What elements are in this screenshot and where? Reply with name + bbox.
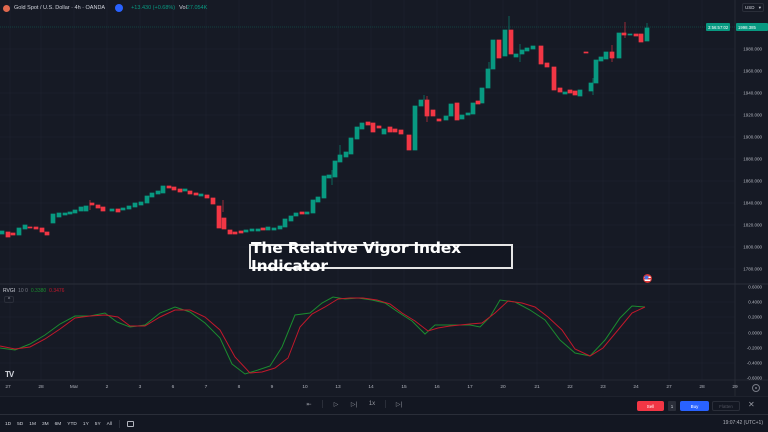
divider <box>119 420 120 428</box>
time-axis-label: 8 <box>237 385 241 390</box>
time-axis-label: 24 <box>633 385 639 390</box>
clock-timezone[interactable]: 19:07:42 (UTC+1) <box>722 420 763 426</box>
gold-symbol-icon <box>3 4 10 12</box>
visibility-eye-icon[interactable] <box>115 4 124 12</box>
time-axis-label: 9 <box>270 385 274 390</box>
replay-controls: ⇤ ▷ ▷| 1x ▷| <box>304 400 404 408</box>
range-5y[interactable]: 5Y <box>94 421 101 427</box>
countdown-tag: 3:56:57:02 <box>706 23 731 31</box>
divider <box>385 400 386 408</box>
time-axis-label: 20 <box>500 385 506 390</box>
price-axis-label: 1940.000 <box>743 90 762 96</box>
time-axis-label: 2 <box>105 385 109 390</box>
chart-settings-icon[interactable] <box>752 384 760 392</box>
time-axis-label: 27 <box>666 385 672 390</box>
time-axis-label: 10 <box>302 385 308 390</box>
buy-button[interactable]: Buy <box>680 401 709 411</box>
symbol-title[interactable]: Gold Spot / U.S. Dollar · 4h · OANDA <box>14 5 106 11</box>
rvgi-axis-label: 0.0000 <box>748 330 762 336</box>
rvgi-line <box>0 296 646 375</box>
bottom-toolbar: 1D 5D 1M 3M 6M YTD 1Y 5Y All 19:07:42 (U… <box>0 414 768 432</box>
signal-value: 0.3476 <box>49 288 65 294</box>
price-axis-label: 1960.000 <box>743 68 762 74</box>
price-axis-label: 1840.000 <box>743 200 762 206</box>
range-ytd[interactable]: YTD <box>67 421 77 427</box>
currency-label: USD <box>745 5 755 10</box>
time-axis-label: Mar <box>69 385 79 390</box>
rvgi-name: RVGI <box>3 288 16 294</box>
time-axis-label: 7 <box>204 385 208 390</box>
time-axis-label: 6 <box>171 385 175 390</box>
time-axis-label: 27 <box>5 385 11 390</box>
quantity-field[interactable]: 1 <box>668 401 676 411</box>
range-5d[interactable]: 5D <box>17 421 24 427</box>
price-axis-label: 1860.000 <box>743 178 762 184</box>
price-axis-label: 1900.000 <box>743 134 762 140</box>
step-forward-icon[interactable]: ▷| <box>350 401 358 408</box>
signal-line <box>0 297 646 374</box>
range-1m[interactable]: 1M <box>29 421 36 427</box>
time-axis-label: 13 <box>335 385 341 390</box>
rvgi-axis-label: 0.4000 <box>748 299 762 305</box>
range-3m[interactable]: 3M <box>41 421 49 427</box>
symbol-legend[interactable]: Gold Spot / U.S. Dollar · 4h · OANDA +13… <box>3 2 207 14</box>
divider <box>322 400 323 408</box>
price-axis-label: 1980.000 <box>743 46 762 52</box>
rvgi-params: 10 0 <box>18 288 28 294</box>
candles <box>0 16 650 238</box>
time-axis-label: 14 <box>368 385 374 390</box>
last-price-tag: 1998.385 <box>736 23 768 31</box>
price-change: +13.430 (+0.68%) <box>131 5 176 11</box>
range-1y[interactable]: 1Y <box>82 421 89 427</box>
chart-canvas[interactable] <box>0 0 768 396</box>
price-axis-label: 1800.000 <box>743 244 762 250</box>
play-icon[interactable]: ▷ <box>333 401 339 408</box>
time-axis-label: 29 <box>732 385 738 390</box>
time-axis-label: 28 <box>699 385 705 390</box>
price-axis-label: 1920.000 <box>743 112 762 118</box>
collapse-legend-button[interactable]: ^ <box>4 296 14 303</box>
jump-to-realtime-icon[interactable]: ▷| <box>395 401 403 408</box>
us-flag-event-icon[interactable] <box>643 274 652 283</box>
time-axis-label: 22 <box>567 385 573 390</box>
tradingview-logo-icon[interactable]: TV <box>5 370 14 379</box>
time-axis[interactable]: 27 28 Mar 2 3 6 7 8 9 10 13 14 15 16 17 … <box>0 380 740 396</box>
price-axis-label: 1880.000 <box>743 156 762 162</box>
rvgi-legend[interactable]: RVGI 10 0 0.3380 0.3476 <box>3 288 64 294</box>
time-axis-label: 23 <box>600 385 606 390</box>
price-axis-label: 1780.000 <box>743 266 762 272</box>
range-1d[interactable]: 1D <box>5 421 12 427</box>
time-axis-label: 3 <box>138 385 142 390</box>
rvgi-value: 0.3380 <box>30 288 47 294</box>
replay-speed-button[interactable]: 1x <box>368 401 376 407</box>
range-6m[interactable]: 6M <box>54 421 62 427</box>
rvgi-axis-label: -0.4000 <box>746 360 762 366</box>
range-all[interactable]: All <box>106 421 112 427</box>
time-axis-label: 17 <box>467 385 473 390</box>
rvgi-axis-label: -0.6000 <box>746 375 762 381</box>
sell-button[interactable]: Sell <box>637 401 664 411</box>
grid-lines <box>0 0 736 380</box>
rvgi-axis-label: 0.2000 <box>748 314 762 320</box>
currency-selector[interactable]: USD ▾ <box>742 3 764 12</box>
replay-trading-bar: ⇤ ▷ ▷| 1x ▷| Sell 1 Buy Flatten ✕ <box>0 396 768 414</box>
go-to-date-icon[interactable] <box>127 421 134 427</box>
date-range-selector: 1D 5D 1M 3M 6M YTD 1Y 5Y All <box>5 420 134 428</box>
price-axis-label: 1820.000 <box>743 222 762 228</box>
chevron-down-icon: ▾ <box>758 4 761 10</box>
time-axis-label: 15 <box>401 385 407 390</box>
time-axis-label: 21 <box>534 385 540 390</box>
volume-label: Vol <box>179 5 187 11</box>
volume-value: 27.054K <box>186 5 208 11</box>
close-icon[interactable]: ✕ <box>748 400 755 409</box>
overlay-title: The Relative Vigor Index Indicator <box>249 239 513 275</box>
time-axis-label: 16 <box>434 385 440 390</box>
flatten-button[interactable]: Flatten <box>712 401 740 411</box>
rvgi-axis-label: -0.2000 <box>746 345 762 351</box>
select-bar-icon[interactable]: ⇤ <box>306 401 312 408</box>
rvgi-axis-label: 0.6000 <box>748 284 762 290</box>
time-axis-label: 28 <box>38 385 44 390</box>
